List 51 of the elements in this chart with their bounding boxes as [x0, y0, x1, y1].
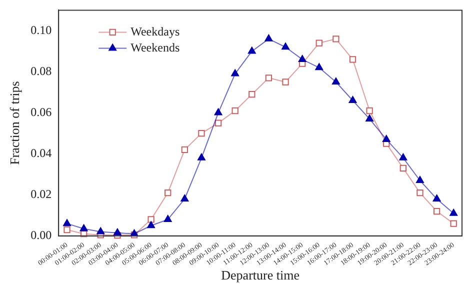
point — [198, 130, 205, 137]
point — [282, 42, 290, 50]
point — [214, 120, 222, 126]
point — [147, 221, 156, 228]
point — [113, 228, 122, 236]
legend-label: Weekdays — [130, 24, 180, 38]
point — [264, 34, 273, 42]
point — [248, 90, 256, 98]
point — [332, 36, 340, 42]
point — [248, 46, 256, 54]
point — [366, 114, 374, 122]
point — [315, 63, 324, 70]
point — [148, 216, 154, 223]
point — [450, 220, 457, 227]
point — [432, 194, 441, 202]
point — [96, 227, 105, 234]
point — [164, 189, 172, 196]
y-tick-label: 0.00 — [30, 228, 52, 242]
point — [348, 96, 357, 103]
point — [214, 108, 222, 116]
point — [382, 134, 390, 142]
point — [416, 176, 424, 183]
point — [316, 40, 322, 46]
y-axis-title: Fraction of trips — [7, 81, 22, 165]
x-axis-title: Departure time — [221, 268, 300, 283]
y-tick-label: 0.02 — [30, 187, 52, 202]
y-tick-label: 0.06 — [30, 104, 52, 119]
point — [298, 54, 306, 62]
y-tick-label: 0.08 — [30, 64, 52, 78]
point — [349, 56, 356, 63]
legend-label: Weekends — [130, 40, 180, 54]
point — [400, 164, 406, 172]
point — [231, 69, 240, 76]
point — [198, 153, 206, 160]
point — [64, 226, 70, 234]
y-tick-label: 0.04 — [30, 146, 52, 160]
point — [181, 146, 188, 154]
y-tick-label: 0.10 — [30, 22, 52, 37]
point — [433, 208, 440, 215]
point — [366, 107, 373, 114]
point — [232, 107, 238, 114]
point — [416, 189, 424, 196]
point — [164, 214, 172, 222]
point — [399, 153, 408, 160]
point — [63, 219, 71, 226]
point — [265, 74, 272, 82]
point — [332, 78, 340, 85]
point — [80, 224, 88, 232]
point — [282, 78, 289, 86]
point — [180, 194, 189, 202]
point — [450, 208, 458, 216]
